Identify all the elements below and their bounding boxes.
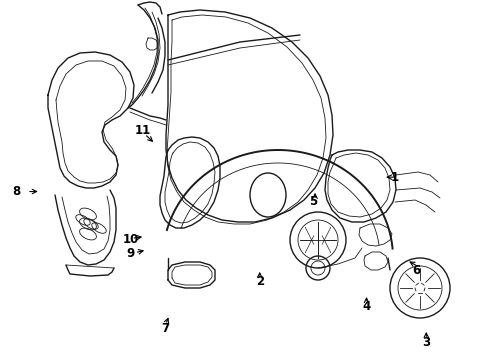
Text: 6: 6 <box>413 264 420 277</box>
Text: 5: 5 <box>310 195 318 208</box>
Text: 3: 3 <box>422 336 430 349</box>
Text: 7: 7 <box>162 322 170 335</box>
Text: 9: 9 <box>126 247 135 260</box>
Text: 10: 10 <box>122 233 139 246</box>
Text: 8: 8 <box>12 185 21 198</box>
Text: 11: 11 <box>135 124 151 137</box>
Text: 1: 1 <box>391 171 399 184</box>
Text: 4: 4 <box>363 300 370 313</box>
Text: 2: 2 <box>256 275 264 288</box>
